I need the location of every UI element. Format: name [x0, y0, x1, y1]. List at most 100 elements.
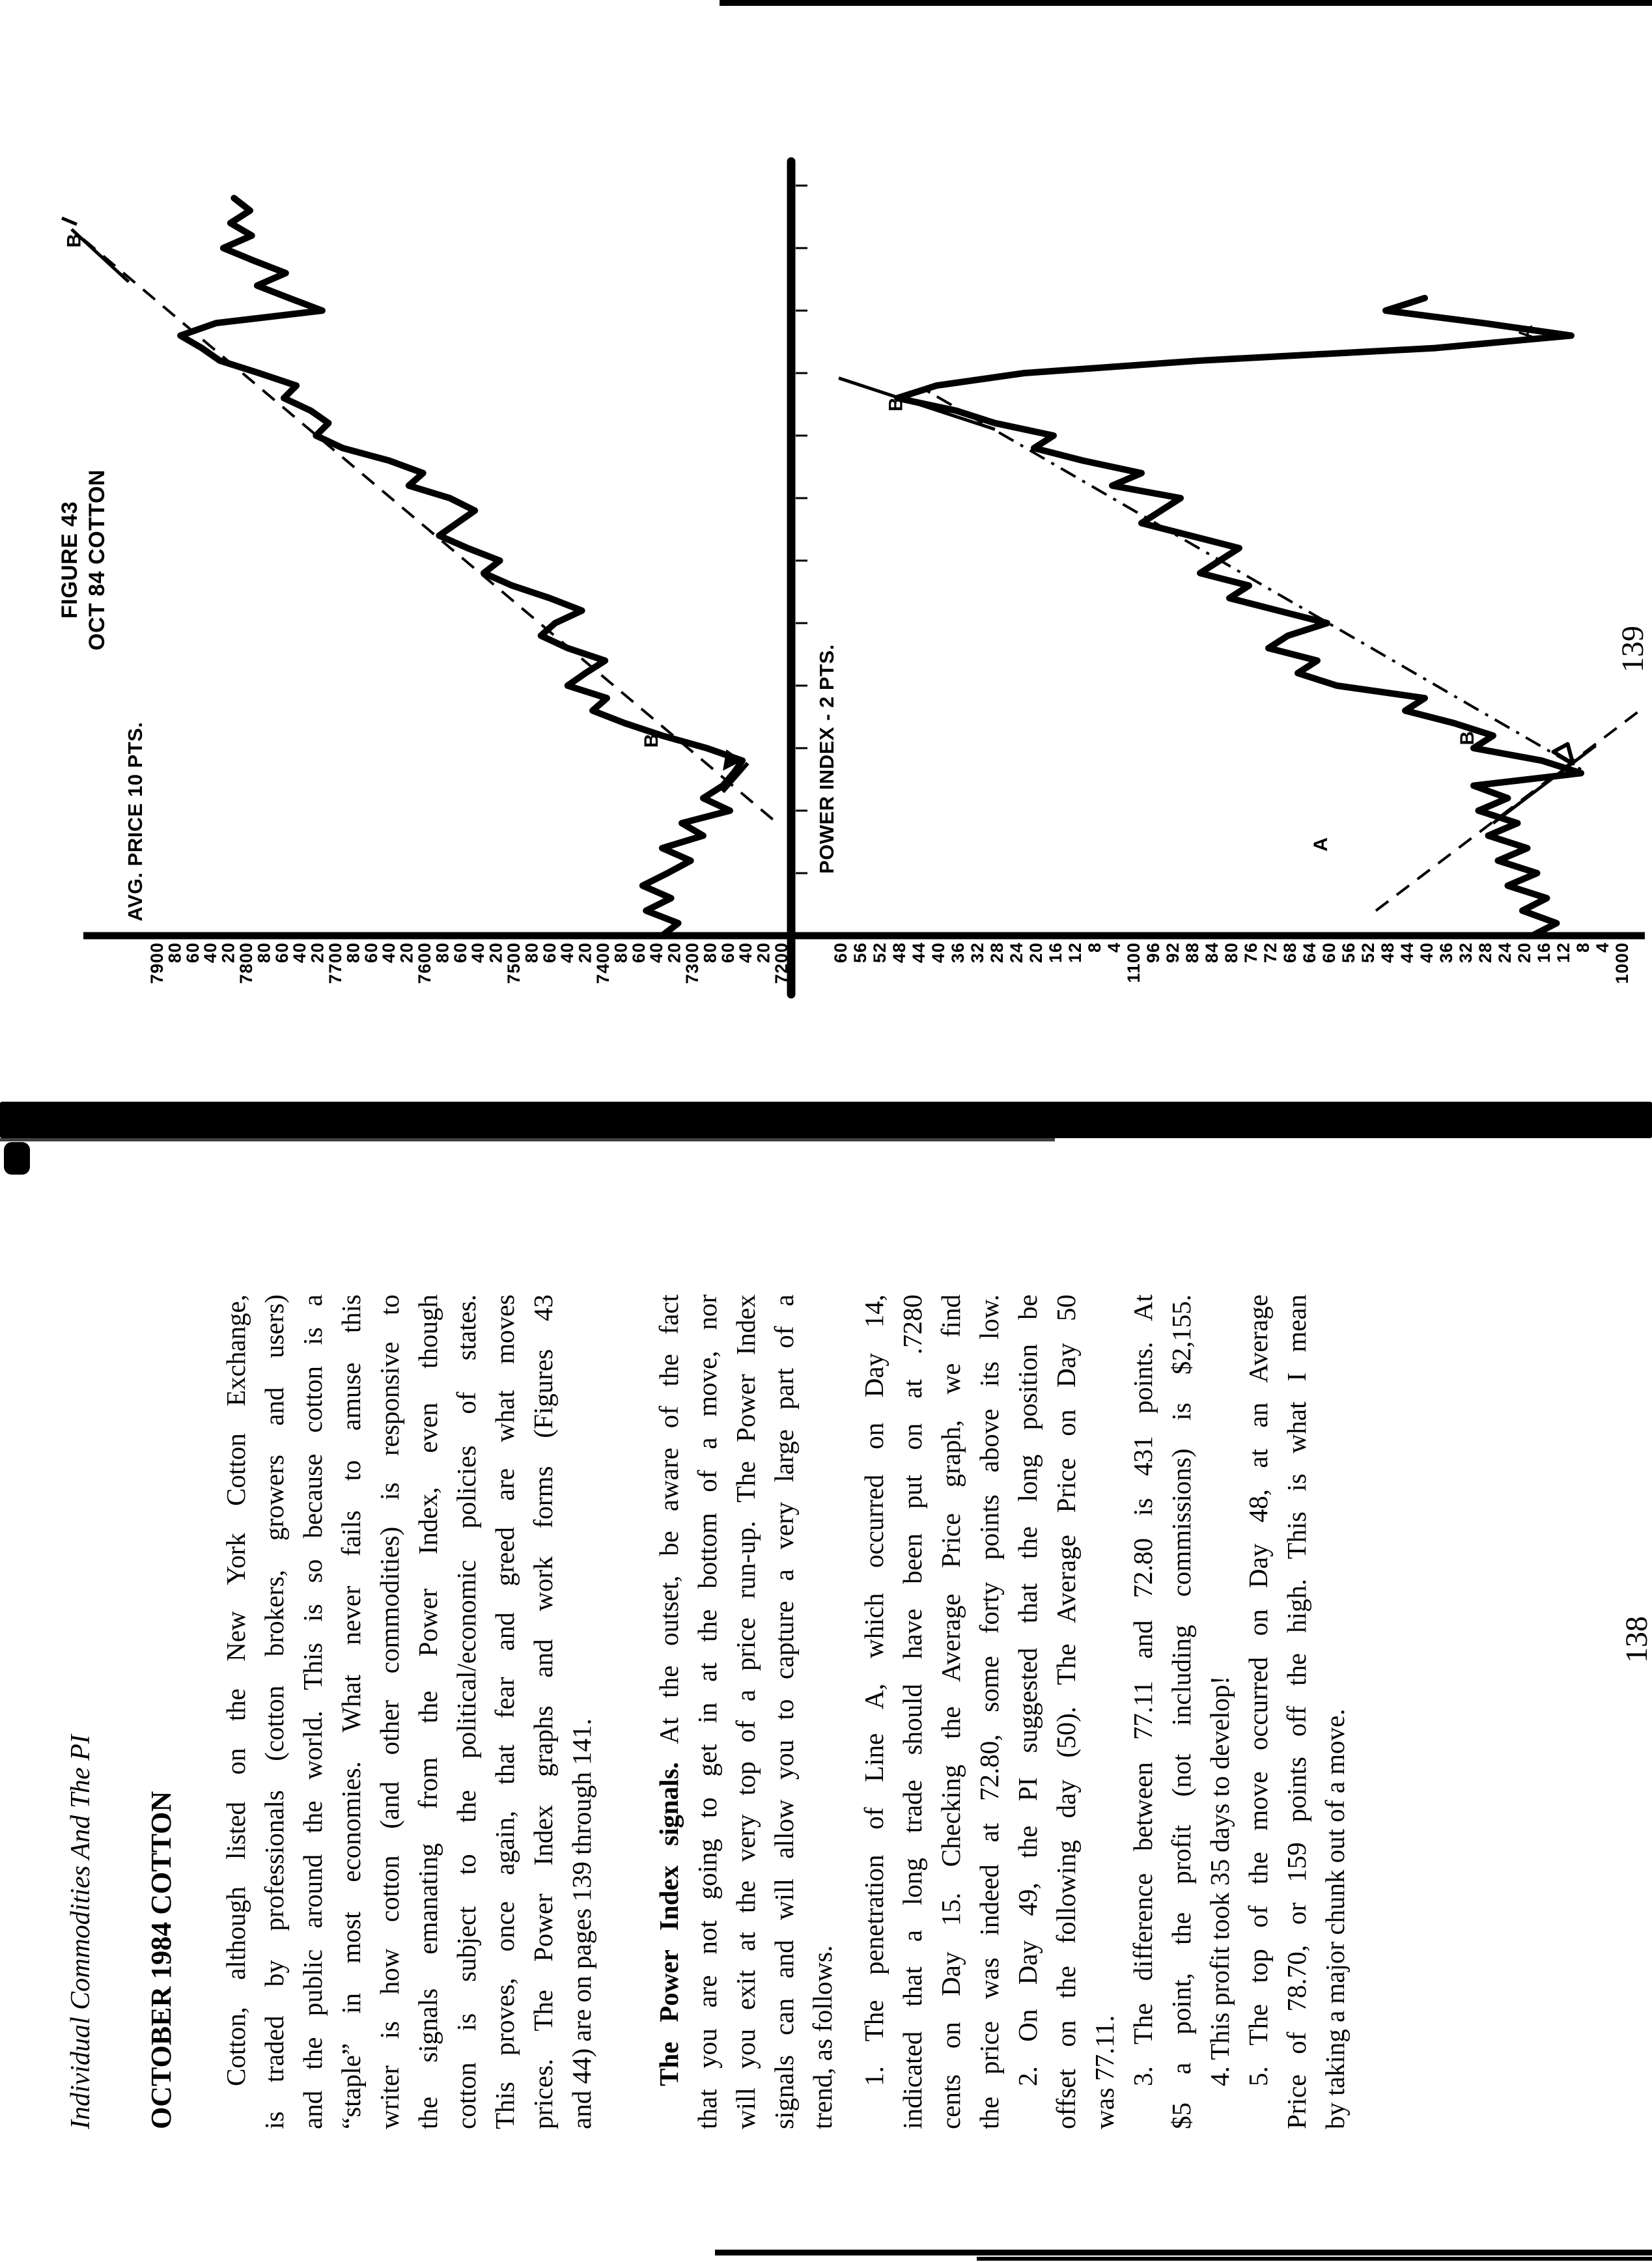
text-line: 1. The penetration of Line A, which occu… [859, 1294, 889, 2086]
text-line: signals can and will allow you to captur… [769, 1294, 799, 2129]
price-axis-label: 60 [183, 942, 203, 963]
b-prime-tick [61, 216, 77, 226]
pi-axis-label: 12 [1554, 942, 1573, 963]
pi-axis-label: 44 [1397, 942, 1417, 963]
text-line: indicated that a long trade should have … [897, 1294, 927, 2129]
text-page: Individual Commodities And The PI OCTOBE… [0, 1259, 1652, 2262]
text-line: cents on Day 15. Checking the Average Pr… [936, 1294, 966, 2129]
charts-canvas: 7900806040207800806040207700806040207600… [61, 157, 1645, 999]
pi-axis-label: 36 [1436, 942, 1456, 963]
pi-axis-label: 48 [889, 942, 909, 963]
text-line: and the public around the world. This is… [298, 1294, 328, 2129]
pi-axis-label: 92 [1163, 942, 1183, 963]
pi-axis-label: 32 [1456, 942, 1476, 963]
pi-annotation-A: A [1310, 837, 1332, 852]
text-line: is traded by professionals (cotton broke… [259, 1294, 289, 2129]
book-spine-shadow [0, 1102, 1652, 1138]
price-axis-label: 7600 [415, 942, 434, 984]
pi-axis-label: 28 [1476, 942, 1495, 963]
book-spine-shadow-edge [0, 1138, 1055, 1141]
page-number-139: 139 [1616, 626, 1650, 673]
pi-axis-label: 48 [1378, 942, 1397, 963]
text-line: that you are not going to get in at the … [692, 1294, 722, 2129]
text-line: The Power Index signals. At the outset, … [654, 1294, 684, 2086]
figure-page: FIGURE 43 OCT 84 COTTON AVG. PRICE 10 PT… [57, 157, 1650, 999]
price-axis-label: 40 [647, 942, 666, 963]
pi-annotation-A: A [1515, 325, 1537, 339]
pi-axis-label: 80 [1222, 942, 1241, 963]
pi-axis-label: 20 [1026, 942, 1046, 963]
pi-axis-label: 40 [929, 942, 948, 963]
pi-axis-label: 40 [1417, 942, 1436, 963]
pi-annotation-B: B [886, 397, 907, 412]
pi-axis-label: 64 [1300, 942, 1319, 963]
scan-edge-line-top [720, 0, 1652, 6]
text-line: cotton is subject to the political/econo… [451, 1294, 481, 2129]
text-line: writer is how cotton (and other commodit… [374, 1294, 404, 2129]
text-line: offset on the following day (50). The Av… [1051, 1294, 1081, 2129]
text-line: 3. The difference between 77.11 and 72.8… [1128, 1294, 1158, 2086]
price-annotation-B: B [64, 234, 85, 248]
pi-axis-label: 84 [1202, 942, 1222, 963]
pi-axis-label: 4 [1593, 942, 1612, 953]
price-axis-label: 80 [611, 942, 630, 963]
price-axis-label: 80 [432, 942, 452, 963]
price-axis-label: 80 [700, 942, 720, 963]
text-line: will you exit at the very top of a price… [731, 1294, 761, 2129]
penetration-marker-triangle [1551, 742, 1575, 766]
price-axis-label: 20 [754, 942, 774, 963]
pi-axis-label: 52 [870, 942, 889, 963]
pi-axis-label: 88 [1183, 942, 1202, 963]
pi-trendline-a-solid-segment [1492, 744, 1597, 825]
pi-axis-label: 16 [1534, 942, 1554, 963]
price-axis-label: 7200 [772, 942, 791, 984]
price-annotation-B: B [641, 734, 662, 748]
pi-axis-label: 8 [1085, 942, 1104, 953]
price-axis-label: 80 [522, 942, 541, 963]
trendline-b-arrow-segment [721, 762, 749, 794]
price-axis-label: 60 [629, 942, 649, 963]
price-axis-label: 60 [451, 942, 470, 963]
price-axis-label: 40 [201, 942, 220, 963]
pi-axis-label: 60 [1319, 942, 1339, 963]
text-line: and 44) are on pages 139 through 141. [567, 1718, 596, 2129]
pi-axis-label: 52 [1358, 942, 1378, 963]
text-line: Cotton, although listed on the New York … [221, 1294, 251, 2086]
price-axis-label: 40 [290, 942, 309, 963]
text-line: the signals emanating from the Power Ind… [413, 1294, 443, 2129]
price-axis-label: 20 [665, 942, 684, 963]
trendline-b-arrowhead [723, 749, 743, 771]
text-line: by taking a major chunk out of a move. [1320, 1709, 1350, 2129]
price-axis-label: 80 [165, 942, 184, 963]
pi-axis-label: 28 [987, 942, 1007, 963]
text-line: trend, as follows. [807, 1945, 837, 2129]
power-index-line [894, 294, 1584, 939]
pi-axis-label: 24 [1007, 942, 1026, 963]
pi-axis-label: 20 [1515, 942, 1534, 963]
scan-edge-line-bottom [715, 2250, 1652, 2255]
pi-axis-label: 60 [831, 942, 850, 963]
pi-axis-label: 1100 [1124, 942, 1143, 983]
pi-axis-label: 72 [1261, 942, 1280, 963]
avg-price-line [177, 195, 746, 939]
price-axis-label: 60 [272, 942, 292, 963]
pi-axis-label: 24 [1495, 942, 1515, 963]
price-axis-label: 20 [486, 942, 506, 963]
pi-axis-label: 16 [1046, 942, 1065, 963]
text-line: was 77.11. [1089, 2015, 1119, 2129]
price-axis-label: 20 [576, 942, 595, 963]
text-line: “staple” in most economies. What never f… [336, 1294, 366, 2129]
section-heading: OCTOBER 1984 COTTON [145, 1791, 177, 2129]
price-axis-label: 40 [557, 942, 577, 963]
price-axis-label: 40 [736, 942, 755, 963]
pi-axis-label: 36 [948, 942, 968, 963]
pi-annotation-B: B [1457, 731, 1478, 746]
text-line: 2. On Day 49, the PI suggested that the … [1013, 1294, 1043, 2086]
text-line: This proves, once again, that fear and g… [490, 1294, 520, 2129]
text-line: 4. This profit took 35 days to develop! [1205, 1675, 1235, 2086]
price-axis-label: 7700 [326, 942, 345, 984]
price-axis-label: 7500 [504, 942, 524, 984]
price-axis-label: 60 [718, 942, 738, 963]
text-line: $5 a point, the profit (not including co… [1166, 1294, 1196, 2129]
